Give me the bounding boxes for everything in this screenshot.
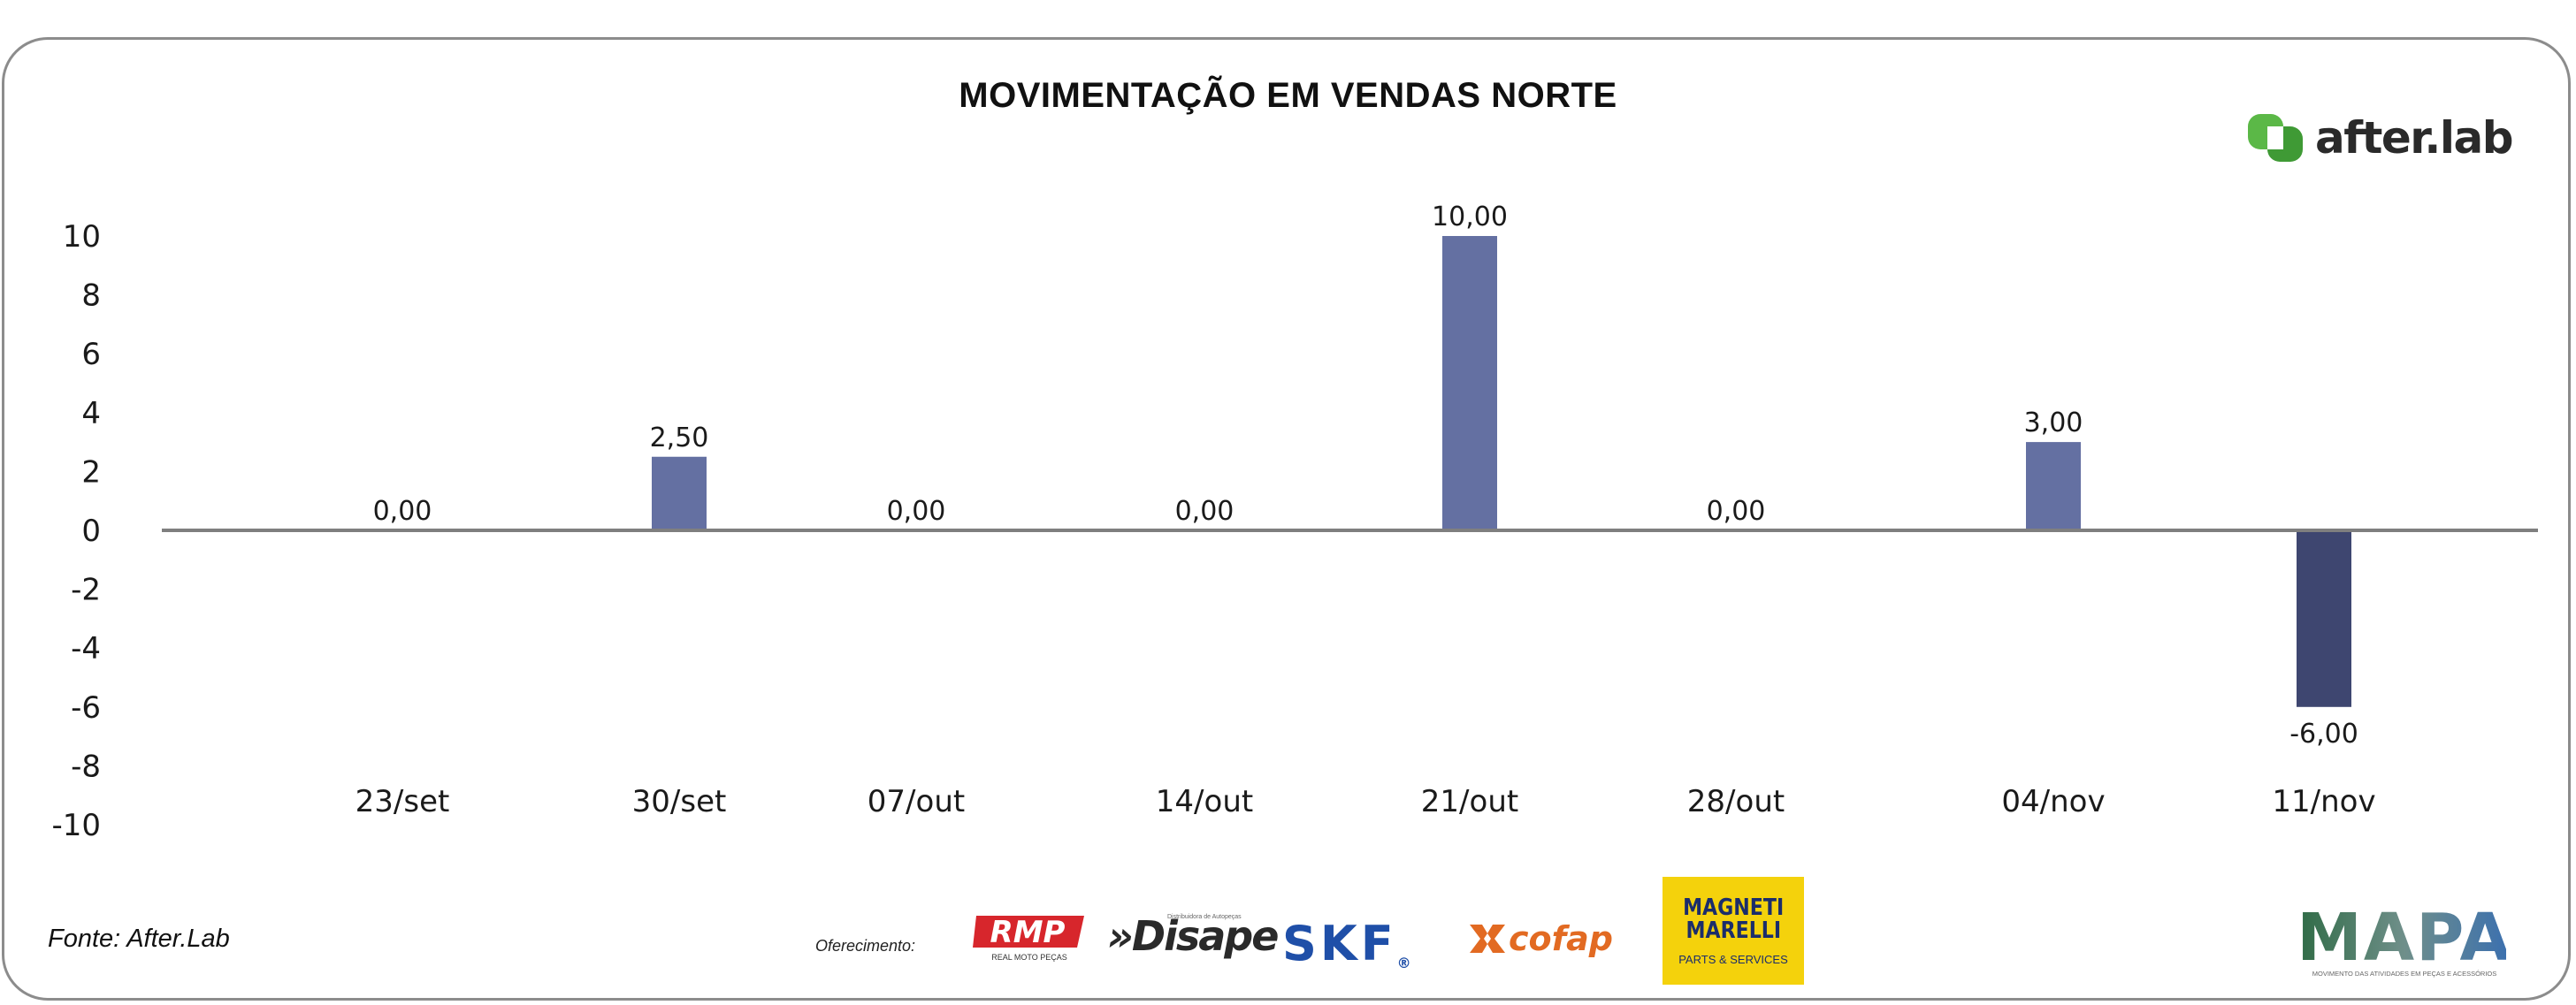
bar: [2297, 530, 2351, 707]
y-axis: 10 8 6 4 2 0 -2 -4 -6 -8 -10: [51, 219, 101, 843]
data-labels: 0,00 2,50 0,00 0,00 10,00 0,00 3,00 -6,00: [373, 202, 2358, 750]
magneti-marelli-logo: MAGNETI MARELLI PARTS & SERVICES: [1663, 877, 1804, 985]
x-tick-label: 04/nov: [2001, 784, 2105, 819]
magneti-tagline: PARTS & SERVICES: [1678, 952, 1788, 966]
bar: [1442, 236, 1497, 530]
y-tick-label: -10: [51, 808, 101, 843]
x-tick-label: 14/out: [1156, 784, 1253, 819]
x-tick-label: 11/nov: [2272, 784, 2375, 819]
skf-registered-mark: ®: [1396, 955, 1415, 971]
data-label: 0,00: [373, 496, 432, 527]
source-note: Fonte: After.Lab: [48, 925, 230, 953]
y-tick-label: 8: [81, 278, 101, 314]
x-tick-label: 21/out: [1421, 784, 1518, 819]
x-tick-label: 30/set: [632, 784, 727, 819]
data-label: 0,00: [1175, 496, 1234, 527]
y-tick-label: -4: [71, 631, 101, 666]
y-tick-label: 2: [81, 454, 101, 490]
data-label: 0,00: [887, 496, 946, 527]
bar: [2026, 442, 2081, 530]
y-tick-label: 10: [63, 219, 101, 255]
afterlab-logo: after.lab: [2244, 111, 2514, 164]
magneti-line2: MARELLI: [1685, 917, 1781, 944]
mapa-tagline: MOVIMENTO DAS ATIVIDADES EM PEÇAS E ACES…: [2312, 970, 2497, 978]
rmp-tagline: REAL MOTO PEÇAS: [991, 953, 1067, 962]
chart-title: MOVIMENTAÇÃO EM VENDAS NORTE: [959, 76, 1617, 115]
skf-logo: SKF®: [1282, 916, 1415, 971]
skf-logo-text: SKF: [1282, 916, 1397, 971]
rmp-logo: RMP REAL MOTO PEÇAS: [973, 915, 1084, 962]
sponsor-label: Oferecimento:: [815, 937, 916, 955]
magneti-line1: MAGNETI: [1682, 894, 1785, 921]
data-label: 0,00: [1707, 496, 1766, 527]
afterlab-logo-text: after.lab: [2315, 112, 2514, 164]
data-label: 3,00: [2024, 407, 2083, 438]
disape-logo: »Disape: [1107, 912, 1279, 960]
chart-frame: [2, 37, 2571, 1001]
data-label: 2,50: [650, 423, 709, 453]
x-tick-label: 28/out: [1687, 784, 1785, 819]
x-tick-label: 07/out: [868, 784, 965, 819]
y-tick-label: -8: [71, 749, 101, 784]
y-tick-label: -6: [71, 690, 101, 726]
cofap-logo: cofap: [1468, 919, 1613, 958]
mapa-logo-text: MAPA: [2303, 903, 2506, 976]
mapa-logo: MAPA MOVIMENTO DAS ATIVIDADES EM PEÇAS E…: [2303, 903, 2506, 978]
bars: [652, 236, 2351, 707]
disape-tagline: Distribuidora de Autopeças: [1167, 914, 1242, 920]
y-tick-label: 6: [81, 337, 101, 372]
cofap-logo-text: cofap: [1509, 919, 1614, 958]
bar-chart: 10 8 6 4 2 0 -2 -4 -6 -8 -10 0,00 2,50 0,00 0,00 10,00…: [51, 202, 2538, 843]
cofap-x-icon: [1470, 925, 1505, 953]
afterlab-logo-icon: [2248, 114, 2303, 162]
x-axis: 23/set 30/set 07/out 14/out 21/out 28/out 04/n…: [355, 784, 2376, 819]
bar: [652, 456, 707, 530]
y-tick-label: -2: [71, 573, 101, 608]
x-tick-label: 23/set: [355, 784, 450, 819]
y-tick-label: 0: [81, 514, 101, 549]
data-label: 10,00: [1432, 202, 1508, 232]
rmp-logo-text: RMP: [990, 915, 1066, 950]
y-tick-label: 4: [81, 396, 101, 431]
data-label: -6,00: [2289, 719, 2358, 750]
